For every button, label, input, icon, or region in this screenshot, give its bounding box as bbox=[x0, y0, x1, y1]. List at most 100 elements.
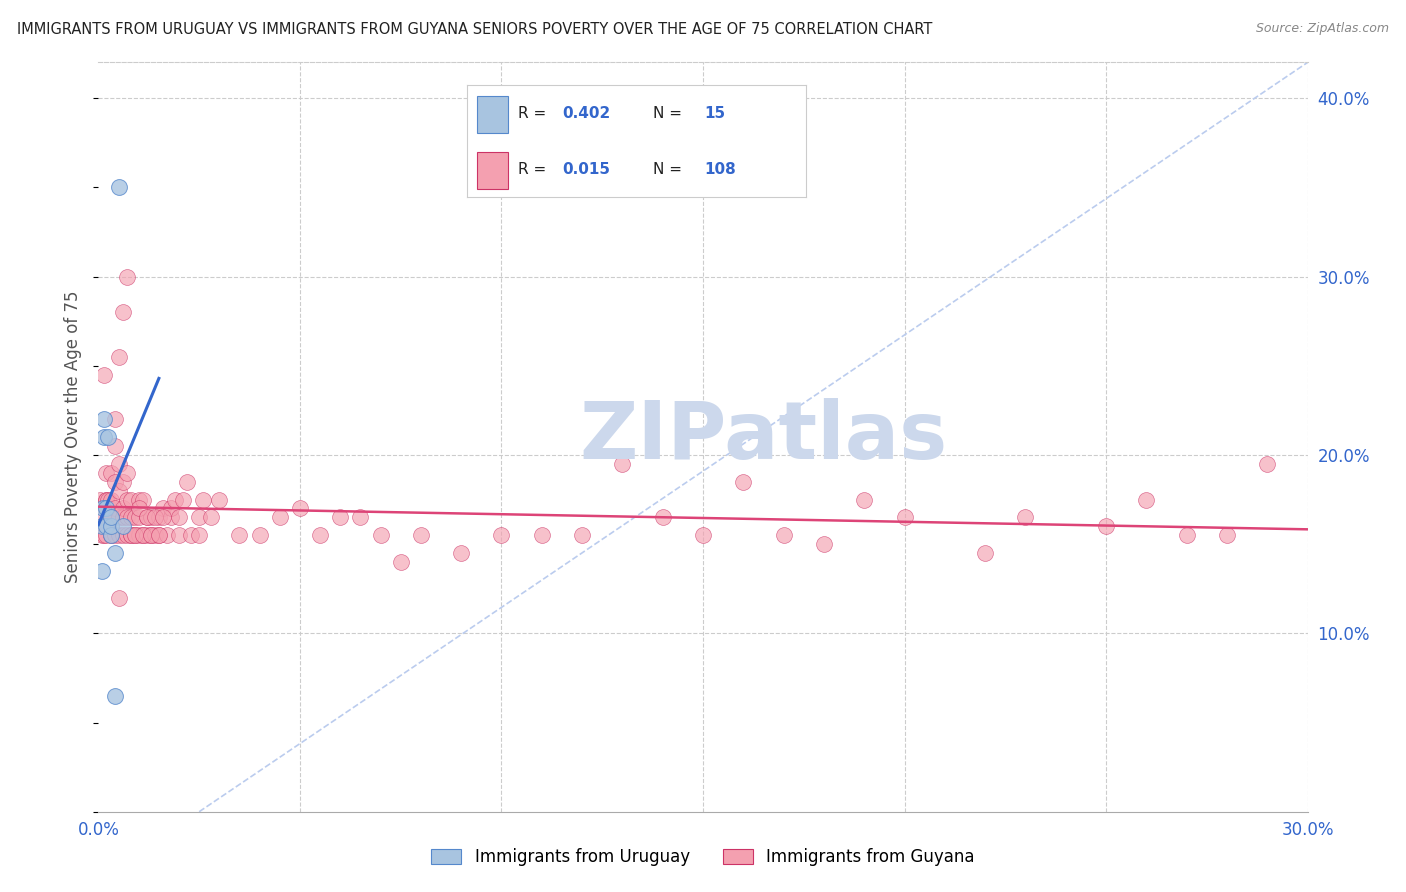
Point bbox=[124, 528, 146, 542]
Point bbox=[200, 510, 222, 524]
Legend: Immigrants from Uruguay, Immigrants from Guyana: Immigrants from Uruguay, Immigrants from… bbox=[423, 840, 983, 875]
Point bbox=[143, 510, 166, 524]
Point bbox=[100, 528, 122, 542]
Point bbox=[111, 305, 134, 319]
Point bbox=[692, 528, 714, 542]
Point bbox=[148, 528, 170, 542]
Point bbox=[107, 350, 129, 364]
Point bbox=[89, 492, 111, 507]
Point bbox=[90, 564, 112, 578]
Point bbox=[893, 510, 915, 524]
Point bbox=[103, 501, 125, 516]
Point bbox=[111, 501, 134, 516]
Point bbox=[128, 510, 150, 524]
Point bbox=[139, 528, 162, 542]
Point bbox=[135, 510, 157, 524]
Point bbox=[148, 528, 170, 542]
Point bbox=[651, 510, 673, 524]
Point bbox=[193, 492, 215, 507]
Point bbox=[120, 528, 142, 542]
Point bbox=[124, 528, 146, 542]
Point bbox=[1095, 519, 1118, 533]
Point bbox=[107, 483, 129, 498]
Point bbox=[530, 528, 553, 542]
Point bbox=[111, 510, 134, 524]
Point bbox=[139, 528, 162, 542]
Point bbox=[249, 528, 271, 542]
Point bbox=[288, 501, 311, 516]
Point bbox=[612, 457, 634, 471]
Point bbox=[167, 528, 190, 542]
Text: ZIPatlas: ZIPatlas bbox=[579, 398, 948, 476]
Point bbox=[172, 492, 194, 507]
Point bbox=[111, 475, 134, 489]
Point bbox=[176, 475, 198, 489]
Point bbox=[120, 510, 142, 524]
Point bbox=[156, 528, 179, 542]
Point bbox=[115, 492, 138, 507]
Point bbox=[167, 510, 190, 524]
Point bbox=[124, 510, 146, 524]
Point bbox=[115, 528, 138, 542]
Point bbox=[93, 368, 115, 382]
Point bbox=[100, 510, 122, 524]
Point bbox=[107, 510, 129, 524]
Point bbox=[96, 519, 118, 533]
Point bbox=[100, 492, 122, 507]
Point bbox=[115, 269, 138, 284]
Point bbox=[96, 492, 118, 507]
Point bbox=[139, 510, 162, 524]
Point bbox=[103, 689, 125, 703]
Point bbox=[148, 510, 170, 524]
Point bbox=[974, 546, 997, 560]
Point bbox=[188, 528, 211, 542]
Point bbox=[370, 528, 392, 542]
Point bbox=[135, 528, 157, 542]
Point bbox=[571, 528, 593, 542]
Text: IMMIGRANTS FROM URUGUAY VS IMMIGRANTS FROM GUYANA SENIORS POVERTY OVER THE AGE O: IMMIGRANTS FROM URUGUAY VS IMMIGRANTS FR… bbox=[17, 22, 932, 37]
Point bbox=[135, 510, 157, 524]
Point bbox=[100, 528, 122, 542]
Point bbox=[349, 510, 371, 524]
Point bbox=[111, 528, 134, 542]
Point bbox=[143, 528, 166, 542]
Y-axis label: Seniors Poverty Over the Age of 75: Seniors Poverty Over the Age of 75 bbox=[65, 291, 83, 583]
Point bbox=[1175, 528, 1198, 542]
Point bbox=[1216, 528, 1239, 542]
Point bbox=[128, 501, 150, 516]
Point bbox=[103, 412, 125, 426]
Point bbox=[120, 528, 142, 542]
Point bbox=[1256, 457, 1278, 471]
Point bbox=[772, 528, 794, 542]
Point bbox=[389, 555, 412, 569]
Point bbox=[269, 510, 291, 524]
Point bbox=[93, 412, 115, 426]
Point bbox=[128, 528, 150, 542]
Point bbox=[132, 528, 155, 542]
Point bbox=[97, 492, 120, 507]
Point bbox=[208, 492, 231, 507]
Point bbox=[100, 528, 122, 542]
Point bbox=[160, 501, 183, 516]
Point bbox=[91, 501, 114, 516]
Point bbox=[91, 519, 114, 533]
Point bbox=[97, 519, 120, 533]
Point bbox=[103, 546, 125, 560]
Point bbox=[107, 180, 129, 194]
Point bbox=[733, 475, 755, 489]
Point bbox=[103, 528, 125, 542]
Point bbox=[107, 528, 129, 542]
Point bbox=[120, 492, 142, 507]
Text: Source: ZipAtlas.com: Source: ZipAtlas.com bbox=[1256, 22, 1389, 36]
Point bbox=[450, 546, 472, 560]
Point bbox=[96, 501, 118, 516]
Point bbox=[93, 430, 115, 444]
Point bbox=[228, 528, 250, 542]
Point bbox=[491, 528, 513, 542]
Point bbox=[100, 519, 122, 533]
Point bbox=[132, 492, 155, 507]
Point bbox=[180, 528, 202, 542]
Point bbox=[107, 457, 129, 471]
Point bbox=[103, 439, 125, 453]
Point bbox=[91, 510, 114, 524]
